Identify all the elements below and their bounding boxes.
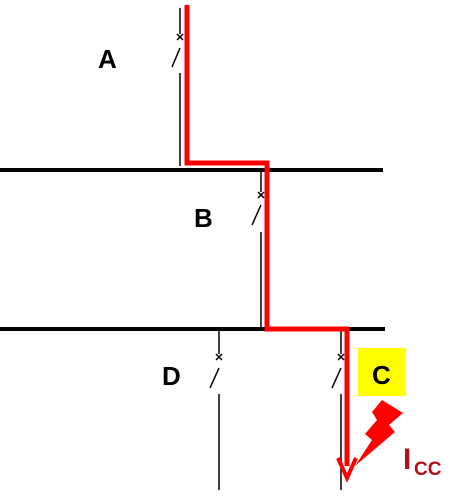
- fault-current-label: I CC: [403, 443, 442, 480]
- fault-current-subscript: CC: [414, 459, 442, 480]
- highlight-box-c: [358, 348, 406, 396]
- label-a: A: [98, 44, 117, 74]
- label-b: B: [194, 203, 213, 233]
- breaker-b-symbol: [251, 172, 265, 327]
- lightning-bolt-icon: [355, 400, 403, 466]
- breaker-c-symbol: [331, 331, 345, 490]
- breaker-a-symbol: [171, 8, 184, 166]
- breaker-d-symbol: [209, 331, 223, 490]
- label-c: C: [372, 360, 391, 390]
- fault-current-path: [184, 5, 350, 466]
- fault-path-arrowhead: [336, 457, 358, 483]
- fault-current-symbol: I: [403, 443, 411, 476]
- label-d: D: [162, 361, 181, 391]
